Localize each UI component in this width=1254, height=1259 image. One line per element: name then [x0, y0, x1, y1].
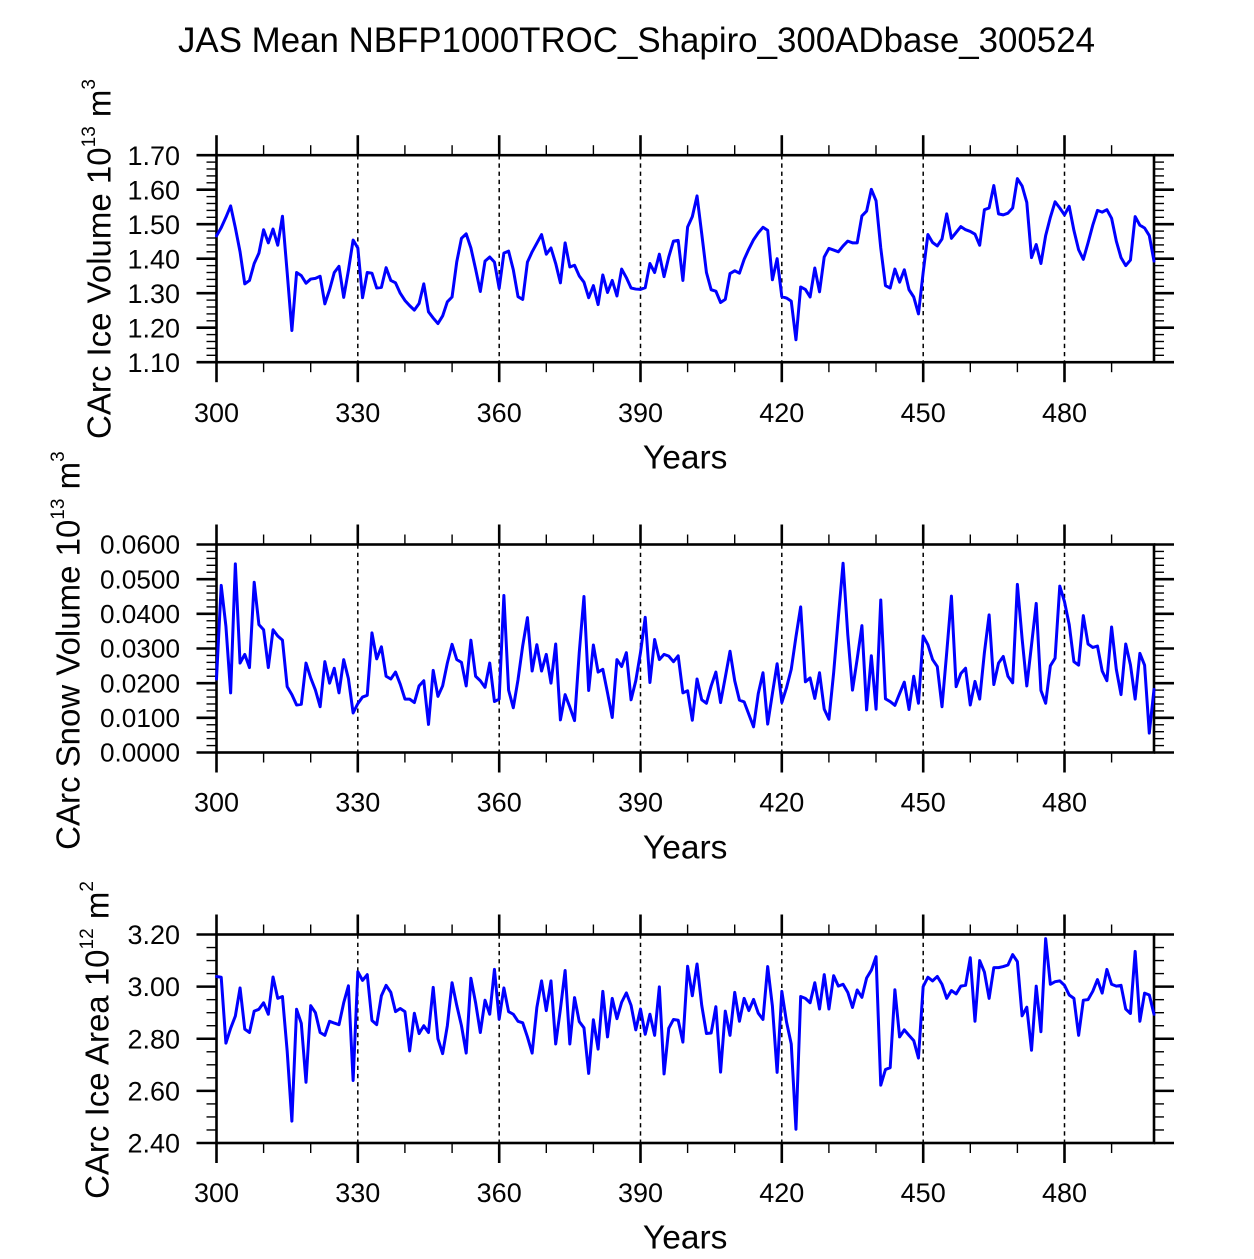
- svg-text:300: 300: [194, 398, 239, 428]
- svg-text:1.60: 1.60: [127, 175, 180, 205]
- svg-text:390: 390: [618, 788, 663, 818]
- svg-text:Years: Years: [643, 1219, 728, 1254]
- svg-text:330: 330: [335, 398, 380, 428]
- svg-text:3.20: 3.20: [127, 920, 180, 950]
- svg-text:480: 480: [1042, 398, 1087, 428]
- svg-text:450: 450: [901, 788, 946, 818]
- svg-text:330: 330: [335, 788, 380, 818]
- svg-text:0.0300: 0.0300: [100, 634, 180, 664]
- svg-text:1.40: 1.40: [127, 244, 180, 274]
- svg-text:420: 420: [759, 788, 804, 818]
- svg-text:CArc Ice Volume 1013 m3: CArc Ice Volume 1013 m3: [79, 79, 118, 439]
- svg-text:450: 450: [901, 398, 946, 428]
- svg-text:2.80: 2.80: [127, 1024, 180, 1054]
- svg-text:1.20: 1.20: [127, 313, 180, 343]
- svg-text:330: 330: [335, 1178, 380, 1208]
- svg-text:3.00: 3.00: [127, 972, 180, 1002]
- svg-text:0.0100: 0.0100: [100, 703, 180, 733]
- svg-text:0.0400: 0.0400: [100, 599, 180, 629]
- svg-text:1.10: 1.10: [127, 348, 180, 378]
- svg-text:Years: Years: [643, 829, 728, 866]
- svg-text:1.50: 1.50: [127, 210, 180, 240]
- svg-text:300: 300: [194, 1178, 239, 1208]
- svg-text:390: 390: [618, 1178, 663, 1208]
- svg-text:2.40: 2.40: [127, 1129, 180, 1159]
- svg-text:360: 360: [477, 1178, 522, 1208]
- svg-text:1.30: 1.30: [127, 279, 180, 309]
- svg-text:CArc Ice Area 1012 m2: CArc Ice Area 1012 m2: [77, 881, 116, 1199]
- svg-text:360: 360: [477, 398, 522, 428]
- svg-text:390: 390: [618, 398, 663, 428]
- svg-text:450: 450: [901, 1178, 946, 1208]
- svg-text:420: 420: [759, 1178, 804, 1208]
- svg-text:360: 360: [477, 788, 522, 818]
- svg-text:480: 480: [1042, 788, 1087, 818]
- svg-text:480: 480: [1042, 1178, 1087, 1208]
- svg-text:CArc Snow Volume 1013 m3: CArc Snow Volume 1013 m3: [48, 451, 87, 850]
- svg-text:Years: Years: [643, 439, 728, 476]
- svg-text:JAS Mean NBFP1000TROC_Shapiro_: JAS Mean NBFP1000TROC_Shapiro_300ADbase_…: [178, 20, 1095, 60]
- svg-text:0.0600: 0.0600: [100, 530, 180, 560]
- svg-text:1.70: 1.70: [127, 141, 180, 171]
- svg-text:0.0000: 0.0000: [100, 738, 180, 768]
- svg-text:0.0200: 0.0200: [100, 668, 180, 698]
- svg-text:2.60: 2.60: [127, 1077, 180, 1107]
- svg-text:0.0500: 0.0500: [100, 564, 180, 594]
- svg-text:300: 300: [194, 788, 239, 818]
- svg-text:420: 420: [759, 398, 804, 428]
